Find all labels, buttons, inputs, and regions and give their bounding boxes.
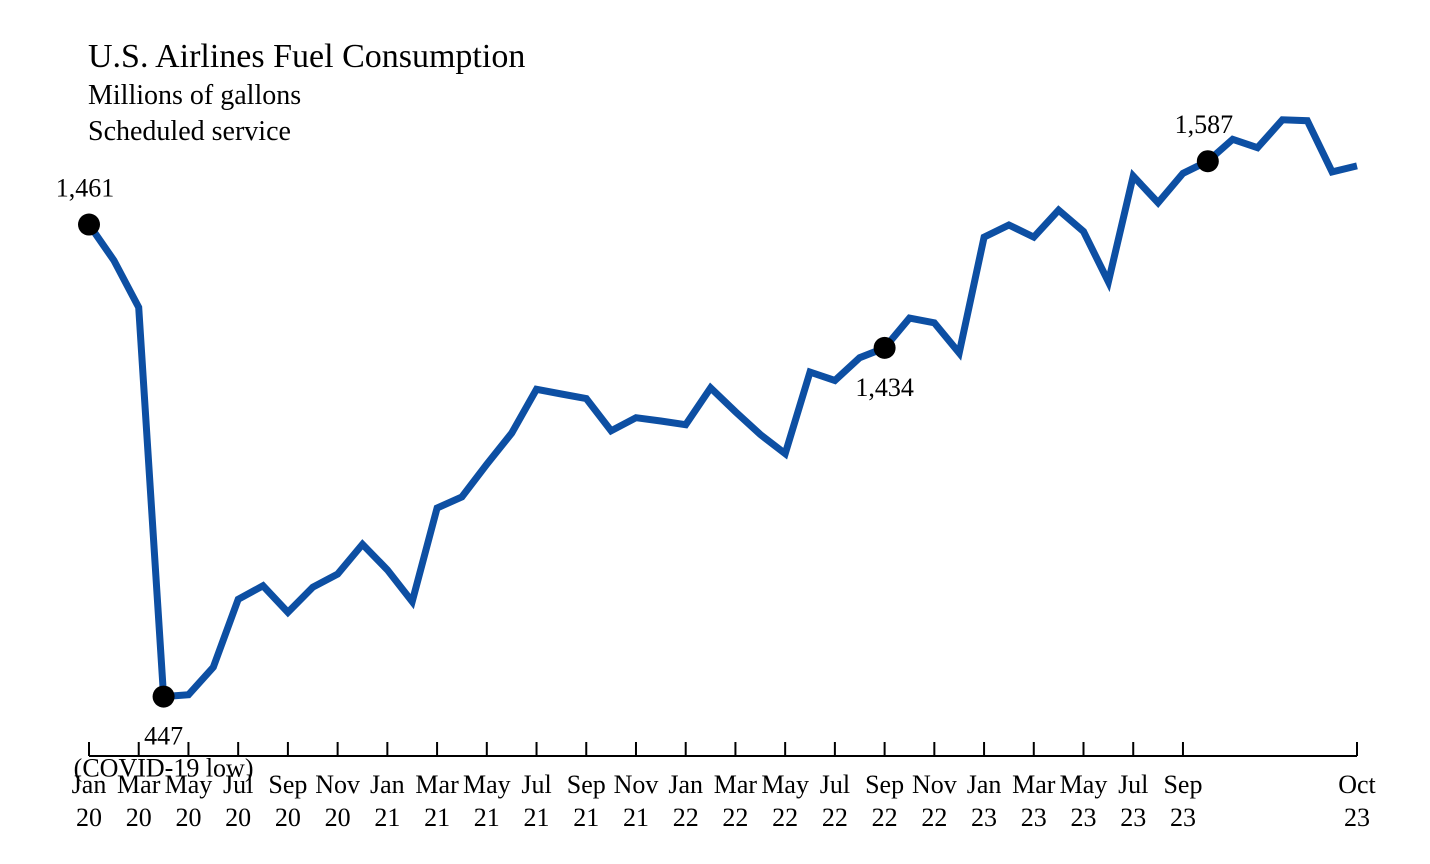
x-tick-label-month: Jan (72, 770, 107, 799)
chart-title: U.S. Airlines Fuel Consumption (88, 38, 525, 75)
data-label: 1,587 (1175, 110, 1234, 139)
chart-subtitle-units: Millions of gallons (88, 80, 301, 111)
data-label: 447 (144, 722, 183, 751)
x-tick-label-year: 20 (225, 803, 251, 832)
x-tick-label-year: 21 (474, 803, 500, 832)
x-tick-label-month: Nov (614, 770, 659, 799)
x-tick-label-year: 23 (1120, 803, 1146, 832)
series-line (86, 116, 1358, 701)
x-tick-label-month: May (165, 770, 213, 799)
x-tick-label-month: Mar (415, 770, 459, 799)
x-tick-label-month: Jul (223, 770, 253, 799)
x-tick-label-year: 22 (872, 803, 898, 832)
x-tick-label-year: 21 (524, 803, 550, 832)
x-tick-label-month: May (1060, 770, 1108, 799)
x-tick-label-month: Sep (865, 770, 904, 799)
x-tick-label-month: May (463, 770, 511, 799)
data-point-marker (1196, 150, 1219, 173)
x-tick-label-month: Nov (315, 770, 360, 799)
x-tick-label-month: Jul (521, 770, 551, 799)
data-point-marker (152, 685, 175, 708)
x-tick-label-year: 22 (673, 803, 699, 832)
x-tick-labels: Jan 20 Mar 20 May 20 Jul 20 Sep 20 Nov 20 Jan 21 Mar 21… (72, 770, 1377, 832)
x-tick-label-year: 23 (1344, 803, 1370, 832)
x-tick-label-year: 20 (76, 803, 102, 832)
x-tick-label-year: 20 (175, 803, 201, 832)
data-label: 1,434 (855, 373, 914, 402)
data-point-marker (873, 336, 896, 359)
annotation-markers: 1,461 447 (COVID-19 low) 1,434 1,587 (56, 110, 1233, 782)
data-label-note: (COVID-19 low) (74, 754, 254, 783)
data-point-marker (78, 213, 100, 236)
x-tick-label-year: 23 (1021, 803, 1047, 832)
x-tick-label-month: Jul (820, 770, 850, 799)
x-tick-label-month: Sep (1163, 770, 1202, 799)
x-tick-label-year: 21 (573, 803, 599, 832)
x-tick-label-month: Sep (268, 770, 307, 799)
x-tick-label-month: May (761, 770, 809, 799)
x-tick-label-year: 23 (1071, 803, 1097, 832)
x-tick-label-month: Oct (1338, 770, 1376, 799)
x-tick-label-year: 22 (722, 803, 748, 832)
chart-subtitle-scope: Scheduled service (88, 116, 291, 147)
x-tick-label-month: Nov (912, 770, 957, 799)
x-tick-label-year: 21 (424, 803, 450, 832)
x-tick-label-year: 20 (325, 803, 351, 832)
x-tick-label-month: Jan (967, 770, 1002, 799)
x-tick-label-year: 23 (971, 803, 997, 832)
x-tick-label-year: 20 (126, 803, 152, 832)
x-tick-label-year: 20 (275, 803, 301, 832)
x-tick-label-year: 21 (623, 803, 649, 832)
x-tick-label-month: Mar (1012, 770, 1056, 799)
x-tick-label-month: Jan (370, 770, 405, 799)
x-tick-label-year: 21 (374, 803, 400, 832)
x-axis (88, 742, 1358, 757)
x-tick-label-year: 22 (772, 803, 798, 832)
x-tick-label-month: Jan (668, 770, 703, 799)
x-tick-label-month: Sep (567, 770, 606, 799)
x-tick-label-year: 23 (1170, 803, 1196, 832)
x-tick-label-month: Mar (714, 770, 758, 799)
data-label: 1,461 (56, 174, 115, 203)
x-tick-label-year: 22 (921, 803, 947, 832)
x-tick-label-month: Mar (117, 770, 161, 799)
x-tick-label-year: 22 (822, 803, 848, 832)
series-line-group (86, 116, 1358, 701)
x-tick-label-month: Jul (1118, 770, 1148, 799)
